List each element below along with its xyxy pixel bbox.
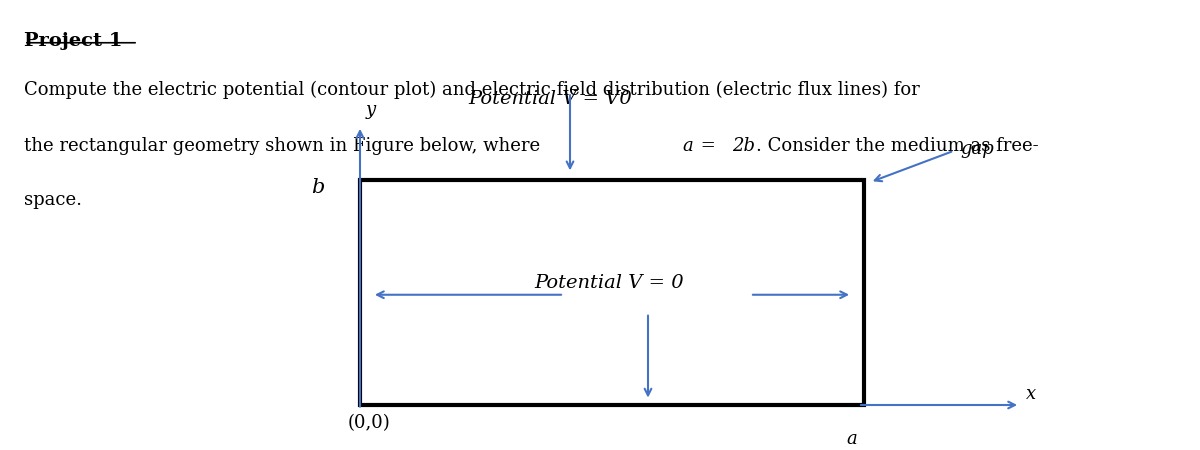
Text: (0,0): (0,0) (348, 414, 391, 432)
Text: gap: gap (960, 140, 994, 158)
Text: Potential V = V0: Potential V = V0 (468, 90, 631, 108)
Text: y: y (366, 101, 376, 119)
Text: the rectangular geometry shown in Figure below, where: the rectangular geometry shown in Figure… (24, 137, 546, 155)
Text: x: x (1026, 385, 1036, 403)
Text: 2b: 2b (732, 137, 755, 155)
Text: a: a (847, 430, 857, 448)
Text: space.: space. (24, 191, 82, 209)
Text: =: = (695, 137, 721, 155)
Text: . Consider the medium as free-: . Consider the medium as free- (756, 137, 1039, 155)
Text: b: b (311, 178, 324, 197)
Text: a: a (683, 137, 692, 155)
Text: Project 1: Project 1 (24, 32, 122, 50)
Text: Potential V = 0: Potential V = 0 (534, 274, 684, 292)
Text: Compute the electric potential (contour plot) and electric field distribution (e: Compute the electric potential (contour … (24, 81, 919, 99)
Bar (360, 180, 864, 405)
